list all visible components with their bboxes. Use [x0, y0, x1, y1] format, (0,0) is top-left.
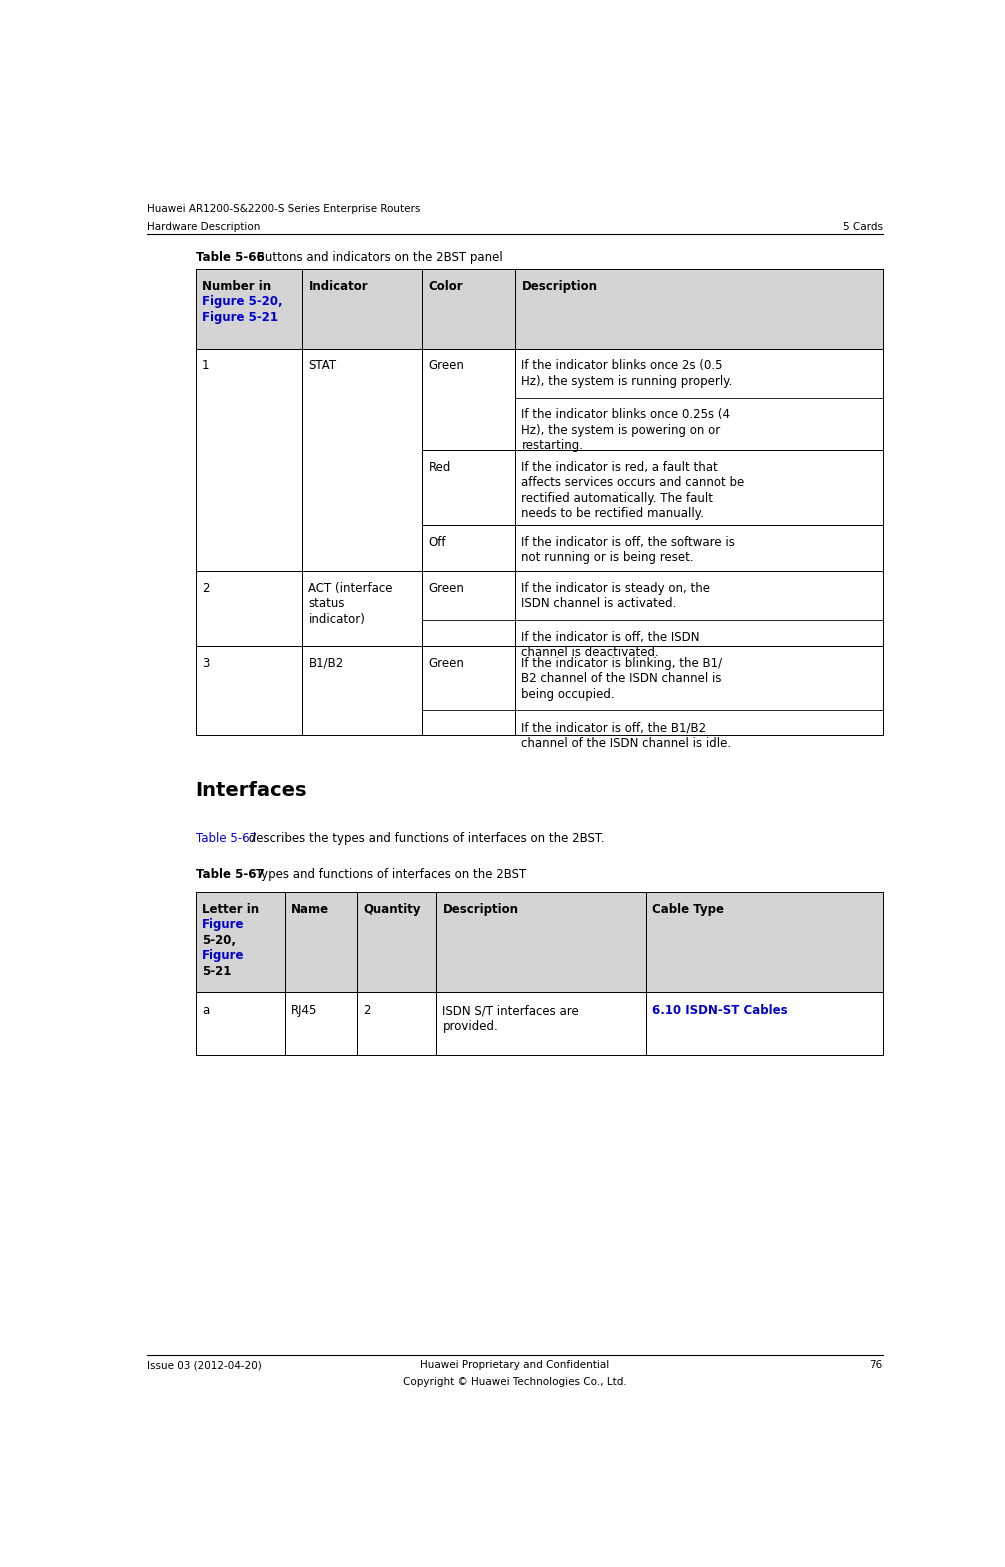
Text: If the indicator blinks once 0.25s (4: If the indicator blinks once 0.25s (4	[522, 409, 731, 422]
Bar	[196, 992, 285, 1055]
Text: If the indicator is off, the ISDN: If the indicator is off, the ISDN	[522, 632, 699, 644]
Text: not running or is being reset.: not running or is being reset.	[522, 552, 694, 564]
Text: 2: 2	[202, 581, 209, 595]
Text: status: status	[309, 597, 345, 611]
Text: 5-20,: 5-20,	[202, 934, 236, 946]
Text: 3: 3	[202, 657, 209, 669]
Text: being occupied.: being occupied.	[522, 688, 615, 700]
Text: Hz), the system is powering on or: Hz), the system is powering on or	[522, 423, 721, 437]
Bar	[516, 646, 882, 735]
Text: Green: Green	[429, 359, 464, 373]
Bar	[422, 270, 516, 348]
Text: Copyright © Huawei Technologies Co., Ltd.: Copyright © Huawei Technologies Co., Ltd…	[403, 1377, 627, 1387]
Text: needs to be rectified manually.: needs to be rectified manually.	[522, 508, 705, 520]
Text: describes the types and functions of interfaces on the 2BST.: describes the types and functions of int…	[245, 832, 604, 845]
Text: If the indicator is red, a fault that: If the indicator is red, a fault that	[522, 461, 719, 473]
Text: Issue 03 (2012-04-20): Issue 03 (2012-04-20)	[148, 1360, 262, 1370]
Bar	[196, 270, 303, 348]
Text: affects services occurs and cannot be: affects services occurs and cannot be	[522, 476, 745, 489]
Bar	[196, 348, 303, 570]
Bar	[422, 570, 516, 646]
Text: Table 5-66: Table 5-66	[196, 251, 264, 263]
Bar	[422, 525, 516, 570]
Text: rectified automatically. The fault: rectified automatically. The fault	[522, 492, 714, 505]
Text: Description: Description	[442, 903, 519, 917]
Bar	[645, 992, 882, 1055]
Text: ISDN channel is activated.: ISDN channel is activated.	[522, 597, 676, 611]
Bar	[516, 450, 882, 525]
Bar	[303, 646, 422, 735]
Text: If the indicator blinks once 2s (0.5: If the indicator blinks once 2s (0.5	[522, 359, 723, 373]
Bar	[436, 892, 645, 992]
Text: Description: Description	[522, 280, 597, 293]
Bar	[516, 525, 882, 570]
Text: If the indicator is steady on, the: If the indicator is steady on, the	[522, 581, 711, 595]
Bar	[196, 646, 303, 735]
Text: channel is deactivated.: channel is deactivated.	[522, 647, 659, 660]
Bar	[303, 270, 422, 348]
Text: Hz), the system is running properly.: Hz), the system is running properly.	[522, 375, 733, 387]
Text: Quantity: Quantity	[364, 903, 421, 917]
Text: 1: 1	[202, 359, 209, 373]
Text: Figure 5-20,: Figure 5-20,	[202, 295, 282, 309]
Text: ACT (interface: ACT (interface	[309, 581, 393, 595]
Text: Huawei Proprietary and Confidential: Huawei Proprietary and Confidential	[420, 1360, 610, 1370]
Text: 5 Cards: 5 Cards	[842, 223, 882, 232]
Text: Name: Name	[291, 903, 330, 917]
Text: If the indicator is blinking, the B1/: If the indicator is blinking, the B1/	[522, 657, 723, 669]
Text: B1/B2: B1/B2	[309, 657, 344, 669]
Text: Figure 5-21: Figure 5-21	[202, 310, 278, 324]
Text: RJ45: RJ45	[291, 1004, 318, 1017]
Text: 5-21: 5-21	[202, 965, 231, 978]
Text: If the indicator is off, the software is: If the indicator is off, the software is	[522, 536, 736, 548]
Bar	[422, 646, 516, 735]
Text: Interfaces: Interfaces	[196, 780, 308, 801]
Text: Number in: Number in	[202, 280, 271, 293]
Text: Green: Green	[429, 657, 464, 669]
Text: provided.: provided.	[442, 1020, 498, 1033]
Bar	[436, 992, 645, 1055]
Text: B2 channel of the ISDN channel is: B2 channel of the ISDN channel is	[522, 672, 722, 685]
Bar	[303, 570, 422, 646]
Bar	[357, 992, 436, 1055]
Bar	[516, 570, 882, 646]
Text: 2: 2	[364, 1004, 371, 1017]
Text: If the indicator is off, the B1/B2: If the indicator is off, the B1/B2	[522, 721, 707, 735]
Bar	[303, 348, 422, 570]
Bar	[196, 570, 303, 646]
Text: Letter in: Letter in	[202, 903, 259, 917]
Text: Off: Off	[429, 536, 446, 548]
Bar	[285, 992, 357, 1055]
Text: Table 5-67: Table 5-67	[196, 868, 264, 881]
Bar	[196, 892, 285, 992]
Text: Color: Color	[429, 280, 463, 293]
Text: Types and functions of interfaces on the 2BST: Types and functions of interfaces on the…	[252, 868, 526, 881]
Text: Hardware Description: Hardware Description	[148, 223, 261, 232]
Text: Indicator: Indicator	[309, 280, 368, 293]
Bar	[516, 270, 882, 348]
Bar	[422, 348, 516, 450]
Text: Buttons and indicators on the 2BST panel: Buttons and indicators on the 2BST panel	[253, 251, 504, 263]
Text: 76: 76	[869, 1360, 882, 1370]
Text: Cable Type: Cable Type	[652, 903, 724, 917]
Text: 6.10 ISDN-ST Cables: 6.10 ISDN-ST Cables	[652, 1004, 788, 1017]
Bar	[645, 892, 882, 992]
Bar	[357, 892, 436, 992]
Text: Figure: Figure	[202, 950, 244, 962]
Text: Green: Green	[429, 581, 464, 595]
Text: Table 5-67: Table 5-67	[196, 832, 257, 845]
Text: channel of the ISDN channel is idle.: channel of the ISDN channel is idle.	[522, 736, 732, 749]
Bar	[422, 450, 516, 525]
Text: a: a	[202, 1004, 209, 1017]
Text: Figure: Figure	[202, 918, 244, 931]
Bar	[516, 348, 882, 450]
Text: indicator): indicator)	[309, 613, 365, 625]
Text: Red: Red	[429, 461, 451, 473]
Text: Huawei AR1200-S&2200-S Series Enterprise Routers: Huawei AR1200-S&2200-S Series Enterprise…	[148, 204, 421, 215]
Text: ISDN S/T interfaces are: ISDN S/T interfaces are	[442, 1004, 579, 1017]
Text: restarting.: restarting.	[522, 439, 583, 453]
Bar	[285, 892, 357, 992]
Text: STAT: STAT	[309, 359, 337, 373]
